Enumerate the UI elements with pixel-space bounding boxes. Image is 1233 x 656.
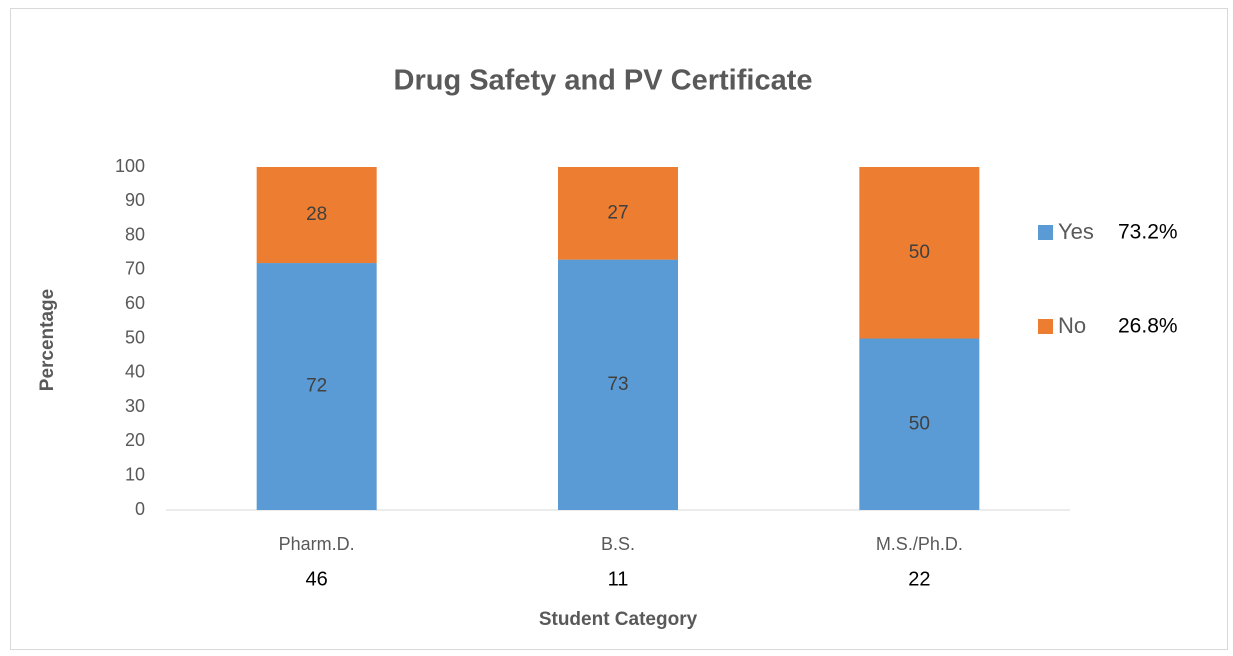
y-tick-label: 10 (125, 464, 145, 484)
category-count: 46 (306, 568, 328, 590)
data-label: 28 (306, 204, 327, 225)
chart-title: Drug Safety and PV Certificate (394, 65, 813, 97)
data-label: 50 (909, 242, 930, 263)
data-label: 72 (306, 376, 327, 397)
y-tick-label: 0 (135, 499, 145, 519)
bar-segment (859, 338, 980, 510)
y-tick-label: 100 (115, 156, 145, 176)
legend-label: No (1058, 313, 1086, 338)
legend-total: 73.2% (1118, 221, 1178, 244)
category-count: 11 (608, 568, 629, 590)
bar-segment (558, 259, 678, 510)
y-tick-label: 60 (125, 293, 145, 313)
y-tick-label: 50 (125, 327, 145, 347)
y-tick-label: 90 (125, 190, 145, 210)
category-count: 22 (908, 568, 930, 590)
x-axis-title: Student Category (539, 609, 698, 630)
y-tick-label: 70 (125, 259, 145, 279)
legend-total: 26.8% (1118, 315, 1178, 338)
data-label: 50 (909, 413, 930, 434)
bar-segment (256, 167, 377, 264)
legend-swatch (1038, 225, 1053, 240)
x-tick-label: M.S./Ph.D. (876, 534, 963, 554)
data-label: 73 (607, 374, 628, 395)
data-label: 27 (607, 202, 628, 223)
x-tick-label: Pharm.D. (279, 534, 355, 554)
y-tick-label: 80 (125, 224, 145, 244)
legend-swatch (1038, 319, 1053, 334)
y-tick-label: 20 (125, 430, 145, 450)
bar-segment (558, 167, 678, 260)
bar-segment (256, 263, 377, 510)
y-axis-title: Percentage (37, 289, 58, 391)
y-tick-label: 30 (125, 396, 145, 416)
bar-segment (859, 167, 980, 339)
y-tick-label: 40 (125, 362, 145, 382)
legend-label: Yes (1058, 219, 1094, 244)
x-tick-label: B.S. (601, 534, 635, 554)
